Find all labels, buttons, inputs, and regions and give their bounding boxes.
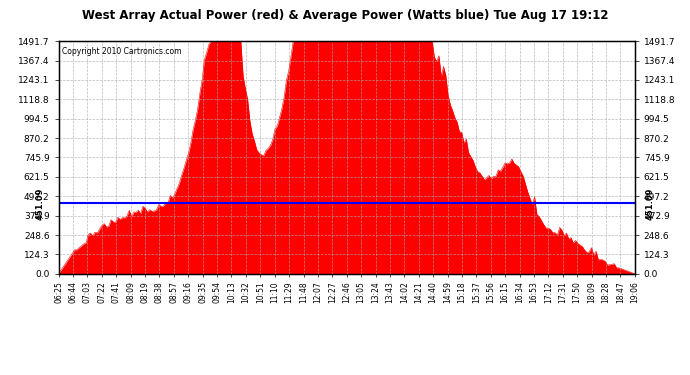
Text: Copyright 2010 Cartronics.com: Copyright 2010 Cartronics.com bbox=[61, 47, 181, 56]
Text: 451.09: 451.09 bbox=[645, 187, 655, 220]
Text: West Array Actual Power (red) & Average Power (Watts blue) Tue Aug 17 19:12: West Array Actual Power (red) & Average … bbox=[81, 9, 609, 22]
Text: 451.09: 451.09 bbox=[35, 187, 45, 220]
